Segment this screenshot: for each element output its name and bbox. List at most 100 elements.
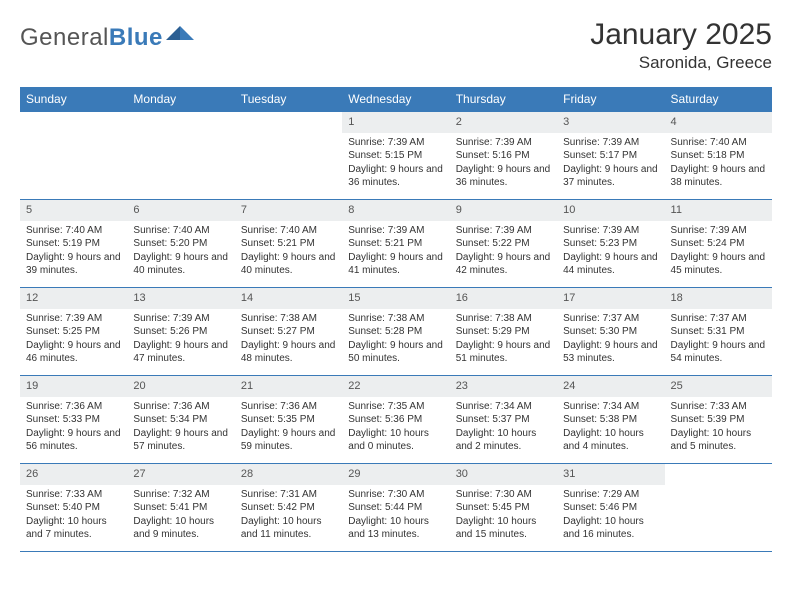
- day-number: 24: [557, 376, 664, 397]
- calendar-cell: [127, 112, 234, 200]
- calendar-cell: 9Sunrise: 7:39 AMSunset: 5:22 PMDaylight…: [450, 200, 557, 288]
- sunrise-line: Sunrise: 7:39 AM: [456, 224, 551, 238]
- title-block: January 2025 Saronida, Greece: [590, 18, 772, 73]
- calendar-cell: 12Sunrise: 7:39 AMSunset: 5:25 PMDayligh…: [20, 288, 127, 376]
- day-number: 25: [665, 376, 772, 397]
- day-body: Sunrise: 7:40 AMSunset: 5:21 PMDaylight:…: [235, 221, 342, 283]
- calendar-cell: 6Sunrise: 7:40 AMSunset: 5:20 PMDaylight…: [127, 200, 234, 288]
- sunrise-line: Sunrise: 7:39 AM: [563, 224, 658, 238]
- day-body: Sunrise: 7:37 AMSunset: 5:30 PMDaylight:…: [557, 309, 664, 371]
- calendar-cell: 30Sunrise: 7:30 AMSunset: 5:45 PMDayligh…: [450, 464, 557, 552]
- daylight-line: Daylight: 10 hours and 16 minutes.: [563, 515, 658, 542]
- day-body: Sunrise: 7:29 AMSunset: 5:46 PMDaylight:…: [557, 485, 664, 547]
- calendar-table: Sunday Monday Tuesday Wednesday Thursday…: [20, 87, 772, 552]
- daylight-line: Daylight: 9 hours and 36 minutes.: [348, 163, 443, 190]
- day-body: Sunrise: 7:39 AMSunset: 5:23 PMDaylight:…: [557, 221, 664, 283]
- day-body: Sunrise: 7:39 AMSunset: 5:26 PMDaylight:…: [127, 309, 234, 371]
- calendar-cell: [665, 464, 772, 552]
- sunset-line: Sunset: 5:26 PM: [133, 325, 228, 339]
- month-title: January 2025: [590, 18, 772, 52]
- day-body: Sunrise: 7:39 AMSunset: 5:25 PMDaylight:…: [20, 309, 127, 371]
- daylight-line: Daylight: 9 hours and 48 minutes.: [241, 339, 336, 366]
- day-body: Sunrise: 7:40 AMSunset: 5:19 PMDaylight:…: [20, 221, 127, 283]
- weekday-header: Monday: [127, 87, 234, 112]
- daylight-line: Daylight: 10 hours and 7 minutes.: [26, 515, 121, 542]
- calendar-body: 1Sunrise: 7:39 AMSunset: 5:15 PMDaylight…: [20, 112, 772, 552]
- calendar-cell: 17Sunrise: 7:37 AMSunset: 5:30 PMDayligh…: [557, 288, 664, 376]
- calendar-cell: 26Sunrise: 7:33 AMSunset: 5:40 PMDayligh…: [20, 464, 127, 552]
- sunrise-line: Sunrise: 7:36 AM: [241, 400, 336, 414]
- sunrise-line: Sunrise: 7:31 AM: [241, 488, 336, 502]
- calendar-row: 1Sunrise: 7:39 AMSunset: 5:15 PMDaylight…: [20, 112, 772, 200]
- sunset-line: Sunset: 5:15 PM: [348, 149, 443, 163]
- sunrise-line: Sunrise: 7:38 AM: [241, 312, 336, 326]
- sunset-line: Sunset: 5:27 PM: [241, 325, 336, 339]
- sunset-line: Sunset: 5:33 PM: [26, 413, 121, 427]
- sunset-line: Sunset: 5:36 PM: [348, 413, 443, 427]
- day-number: 22: [342, 376, 449, 397]
- logo-mark-icon: [166, 22, 194, 47]
- weekday-header-row: Sunday Monday Tuesday Wednesday Thursday…: [20, 87, 772, 112]
- day-number: 15: [342, 288, 449, 309]
- daylight-line: Daylight: 9 hours and 56 minutes.: [26, 427, 121, 454]
- daylight-line: Daylight: 10 hours and 11 minutes.: [241, 515, 336, 542]
- day-number: 16: [450, 288, 557, 309]
- sunset-line: Sunset: 5:20 PM: [133, 237, 228, 251]
- day-body: Sunrise: 7:36 AMSunset: 5:34 PMDaylight:…: [127, 397, 234, 459]
- sunrise-line: Sunrise: 7:34 AM: [563, 400, 658, 414]
- daylight-line: Daylight: 9 hours and 46 minutes.: [26, 339, 121, 366]
- daylight-line: Daylight: 9 hours and 39 minutes.: [26, 251, 121, 278]
- daylight-line: Daylight: 10 hours and 5 minutes.: [671, 427, 766, 454]
- sunrise-line: Sunrise: 7:38 AM: [348, 312, 443, 326]
- daylight-line: Daylight: 10 hours and 9 minutes.: [133, 515, 228, 542]
- daylight-line: Daylight: 10 hours and 2 minutes.: [456, 427, 551, 454]
- day-body: Sunrise: 7:33 AMSunset: 5:39 PMDaylight:…: [665, 397, 772, 459]
- sunrise-line: Sunrise: 7:35 AM: [348, 400, 443, 414]
- sunset-line: Sunset: 5:19 PM: [26, 237, 121, 251]
- day-body: Sunrise: 7:32 AMSunset: 5:41 PMDaylight:…: [127, 485, 234, 547]
- calendar-cell: 11Sunrise: 7:39 AMSunset: 5:24 PMDayligh…: [665, 200, 772, 288]
- day-number: 26: [20, 464, 127, 485]
- daylight-line: Daylight: 9 hours and 47 minutes.: [133, 339, 228, 366]
- calendar-cell: [20, 112, 127, 200]
- calendar-cell: 22 Sunrise: 7:35 AMSunset: 5:36 PMDayligh…: [342, 376, 449, 464]
- day-body: Sunrise: 7:30 AMSunset: 5:44 PMDaylight:…: [342, 485, 449, 547]
- sunset-line: Sunset: 5:22 PM: [456, 237, 551, 251]
- logo-text: GeneralBlue: [20, 24, 163, 52]
- sunrise-line: Sunrise: 7:37 AM: [671, 312, 766, 326]
- day-number: 7: [235, 200, 342, 221]
- calendar-row: 26Sunrise: 7:33 AMSunset: 5:40 PMDayligh…: [20, 464, 772, 552]
- sunset-line: Sunset: 5:28 PM: [348, 325, 443, 339]
- day-body: Sunrise: 7:40 AMSunset: 5:18 PMDaylight:…: [665, 133, 772, 195]
- weekday-header: Friday: [557, 87, 664, 112]
- calendar-cell: 25Sunrise: 7:33 AMSunset: 5:39 PMDayligh…: [665, 376, 772, 464]
- daylight-line: Daylight: 10 hours and 0 minutes.: [348, 427, 443, 454]
- day-body: Sunrise: 7:31 AMSunset: 5:42 PMDaylight:…: [235, 485, 342, 547]
- sunset-line: Sunset: 5:24 PM: [671, 237, 766, 251]
- calendar-cell: 29Sunrise: 7:30 AMSunset: 5:44 PMDayligh…: [342, 464, 449, 552]
- sunset-line: Sunset: 5:16 PM: [456, 149, 551, 163]
- weekday-header: Tuesday: [235, 87, 342, 112]
- calendar-cell: 23Sunrise: 7:34 AMSunset: 5:37 PMDayligh…: [450, 376, 557, 464]
- day-number: 2: [450, 112, 557, 133]
- day-number: 10: [557, 200, 664, 221]
- sunset-line: Sunset: 5:31 PM: [671, 325, 766, 339]
- day-body: Sunrise: 7:39 AMSunset: 5:24 PMDaylight:…: [665, 221, 772, 283]
- day-body: Sunrise: 7:37 AMSunset: 5:31 PMDaylight:…: [665, 309, 772, 371]
- day-number: 28: [235, 464, 342, 485]
- calendar-cell: 20Sunrise: 7:36 AMSunset: 5:34 PMDayligh…: [127, 376, 234, 464]
- day-body: Sunrise: 7:40 AMSunset: 5:20 PMDaylight:…: [127, 221, 234, 283]
- sunset-line: Sunset: 5:37 PM: [456, 413, 551, 427]
- logo-word-2: Blue: [109, 24, 163, 51]
- sunset-line: Sunset: 5:25 PM: [26, 325, 121, 339]
- day-body: Sunrise: 7:38 AMSunset: 5:28 PMDaylight:…: [342, 309, 449, 371]
- daylight-line: Daylight: 9 hours and 40 minutes.: [133, 251, 228, 278]
- day-body: Sunrise: 7:33 AMSunset: 5:40 PMDaylight:…: [20, 485, 127, 547]
- calendar-cell: 16Sunrise: 7:38 AMSunset: 5:29 PMDayligh…: [450, 288, 557, 376]
- day-number: 3: [557, 112, 664, 133]
- calendar-cell: 14Sunrise: 7:38 AMSunset: 5:27 PMDayligh…: [235, 288, 342, 376]
- sunset-line: Sunset: 5:18 PM: [671, 149, 766, 163]
- calendar-cell: 5Sunrise: 7:40 AMSunset: 5:19 PMDaylight…: [20, 200, 127, 288]
- sunset-line: Sunset: 5:40 PM: [26, 501, 121, 515]
- calendar-cell: 1Sunrise: 7:39 AMSunset: 5:15 PMDaylight…: [342, 112, 449, 200]
